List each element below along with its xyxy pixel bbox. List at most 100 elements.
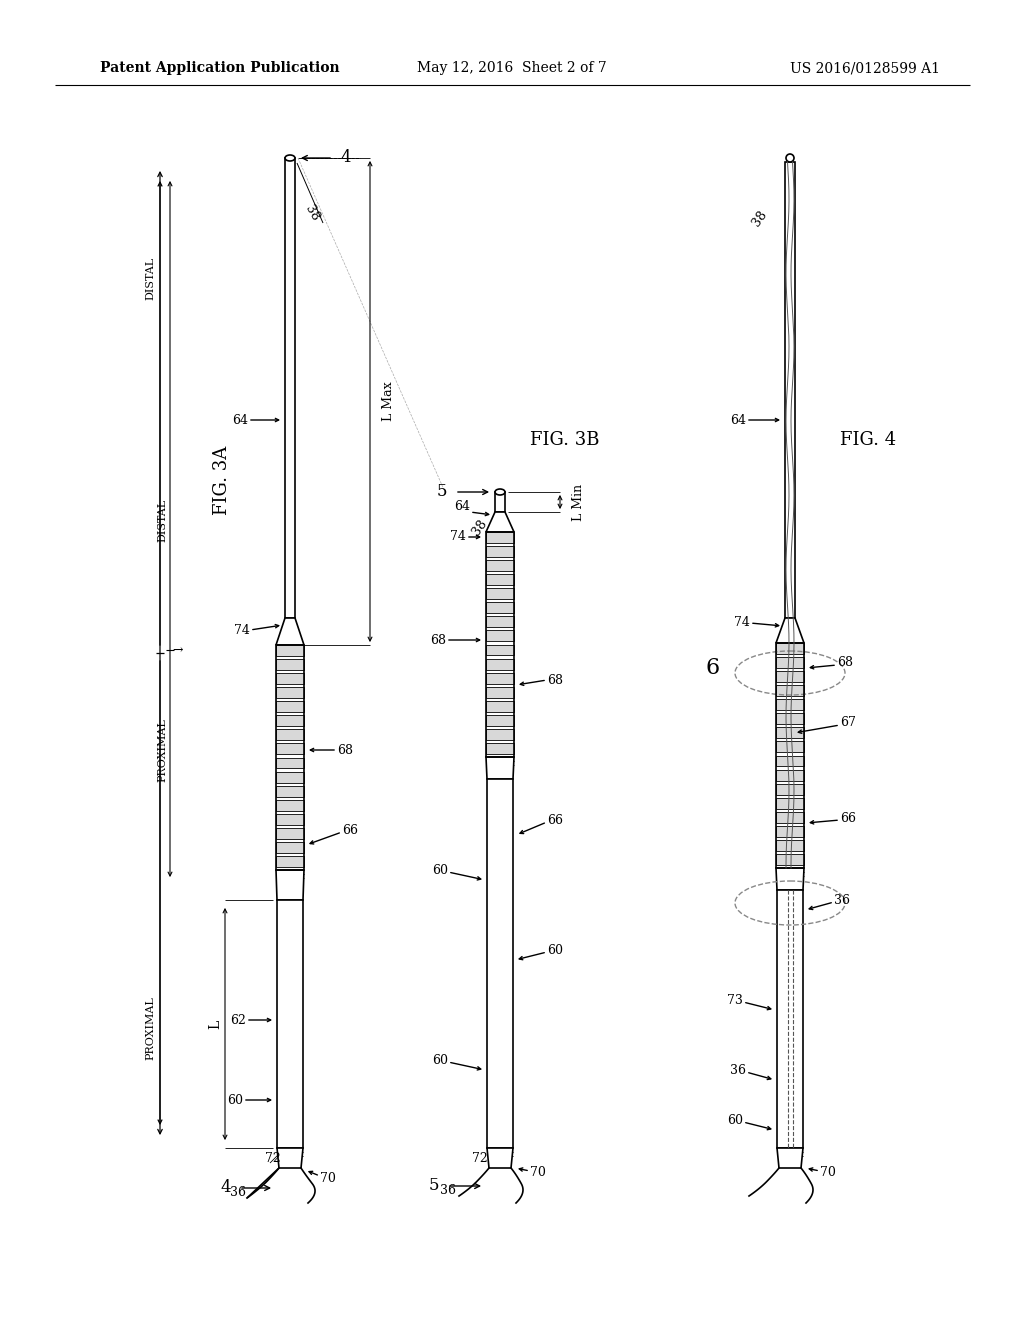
Bar — [276, 645, 304, 870]
Text: 38: 38 — [302, 203, 322, 223]
Bar — [276, 800, 304, 810]
Text: 38: 38 — [470, 516, 489, 537]
Text: 36: 36 — [834, 894, 850, 907]
Bar — [776, 713, 804, 725]
Text: 68: 68 — [837, 656, 853, 669]
Text: 60: 60 — [432, 1053, 449, 1067]
Bar — [486, 644, 514, 656]
Text: 68: 68 — [430, 634, 446, 647]
Text: 74: 74 — [451, 531, 466, 544]
Text: May 12, 2016  Sheet 2 of 7: May 12, 2016 Sheet 2 of 7 — [417, 61, 607, 75]
Text: 6: 6 — [706, 657, 720, 678]
Text: 62: 62 — [230, 1014, 246, 1027]
Polygon shape — [486, 756, 514, 779]
Text: 36: 36 — [730, 1064, 746, 1077]
Bar — [495, 492, 505, 512]
Bar — [285, 158, 295, 618]
Text: 72: 72 — [265, 1151, 281, 1164]
Bar — [276, 688, 304, 698]
Bar — [276, 813, 304, 825]
Bar — [486, 659, 514, 669]
Polygon shape — [486, 512, 514, 532]
Text: PROXIMAL: PROXIMAL — [145, 997, 155, 1060]
Bar — [276, 659, 304, 671]
Text: 64: 64 — [454, 500, 470, 513]
Bar — [486, 602, 514, 614]
Bar — [276, 701, 304, 713]
Text: 4: 4 — [340, 149, 350, 166]
Text: 70: 70 — [820, 1167, 836, 1180]
Polygon shape — [487, 1148, 513, 1168]
Text: FIG. 3B: FIG. 3B — [530, 432, 599, 449]
Polygon shape — [276, 870, 304, 900]
Bar — [486, 729, 514, 739]
Text: 68: 68 — [337, 743, 353, 756]
Text: 60: 60 — [227, 1093, 243, 1106]
Bar — [776, 755, 804, 767]
Bar — [276, 730, 304, 741]
Bar — [276, 855, 304, 867]
Text: 60: 60 — [727, 1114, 743, 1126]
Text: 74: 74 — [734, 616, 750, 630]
Polygon shape — [276, 618, 304, 645]
Bar — [486, 546, 514, 557]
Bar — [486, 743, 514, 754]
Text: US 2016/0128599 A1: US 2016/0128599 A1 — [790, 61, 940, 75]
Bar — [276, 645, 304, 870]
Bar — [776, 826, 804, 837]
Text: 38: 38 — [751, 207, 770, 228]
Text: DISTAL: DISTAL — [157, 499, 167, 541]
Polygon shape — [776, 618, 804, 643]
Bar — [776, 854, 804, 865]
Bar — [487, 779, 513, 1148]
Text: 67: 67 — [840, 717, 856, 730]
Bar — [776, 797, 804, 809]
Bar — [777, 890, 803, 1148]
Bar — [776, 742, 804, 752]
Bar — [785, 162, 795, 618]
Bar — [486, 631, 514, 642]
Text: PROXIMAL: PROXIMAL — [157, 718, 167, 781]
Bar — [486, 589, 514, 599]
Text: FIG. 4: FIG. 4 — [840, 432, 896, 449]
Text: →: → — [173, 644, 183, 656]
Text: L Min: L Min — [571, 483, 585, 520]
Bar — [776, 770, 804, 780]
Bar — [486, 701, 514, 711]
Polygon shape — [278, 1148, 303, 1168]
Text: 74: 74 — [234, 623, 250, 636]
Text: 66: 66 — [840, 812, 856, 825]
Text: 36: 36 — [440, 1184, 456, 1196]
Bar — [486, 686, 514, 698]
Bar — [276, 842, 304, 853]
Bar — [276, 673, 304, 684]
Bar — [486, 673, 514, 684]
Text: 72: 72 — [472, 1151, 487, 1164]
Text: 60: 60 — [547, 944, 563, 957]
Bar — [776, 643, 804, 653]
Text: 68: 68 — [547, 673, 563, 686]
Bar — [776, 812, 804, 822]
Bar — [486, 715, 514, 726]
Bar — [486, 616, 514, 627]
Bar — [776, 657, 804, 668]
Ellipse shape — [285, 154, 295, 161]
Text: Patent Application Publication: Patent Application Publication — [100, 61, 340, 75]
Bar — [486, 574, 514, 585]
Text: 66: 66 — [547, 813, 563, 826]
Bar — [776, 784, 804, 795]
Text: 70: 70 — [321, 1172, 336, 1184]
Bar — [276, 743, 304, 755]
Bar — [276, 645, 304, 656]
Text: 4: 4 — [220, 1180, 231, 1196]
Polygon shape — [776, 869, 804, 890]
Text: 70: 70 — [530, 1167, 546, 1180]
Text: L Max: L Max — [382, 381, 394, 421]
Text: 64: 64 — [730, 413, 746, 426]
Bar — [486, 532, 514, 543]
Bar — [486, 560, 514, 572]
Circle shape — [786, 154, 794, 162]
Bar — [276, 772, 304, 783]
Text: 5: 5 — [428, 1177, 439, 1195]
Text: DISTAL: DISTAL — [145, 256, 155, 300]
